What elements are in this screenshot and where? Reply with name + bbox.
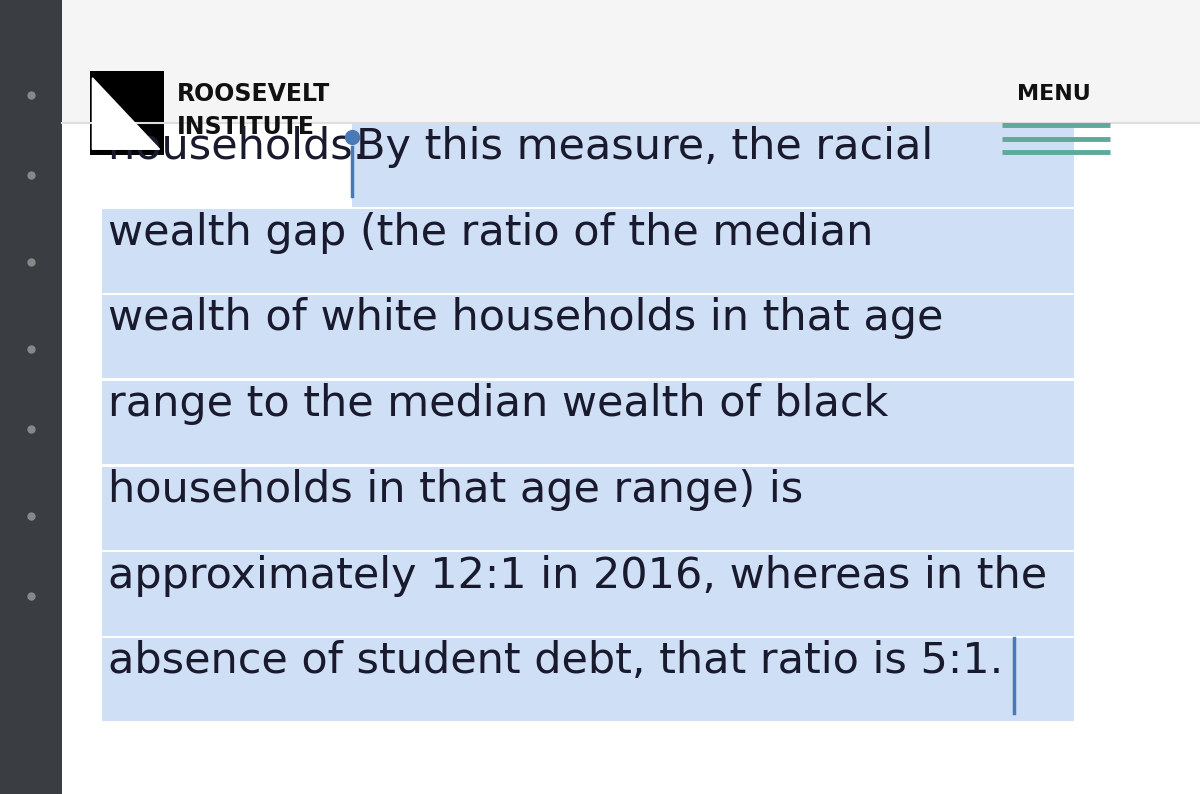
Text: households.: households.	[108, 126, 380, 168]
FancyBboxPatch shape	[102, 381, 1074, 464]
Text: range to the median wealth of black: range to the median wealth of black	[108, 384, 888, 425]
FancyBboxPatch shape	[62, 0, 1200, 123]
FancyBboxPatch shape	[102, 467, 1074, 549]
FancyBboxPatch shape	[352, 124, 1074, 206]
FancyBboxPatch shape	[102, 295, 1074, 378]
Text: approximately 12:1 in 2016, whereas in the: approximately 12:1 in 2016, whereas in t…	[108, 555, 1048, 596]
Text: By this measure, the racial: By this measure, the racial	[356, 126, 934, 168]
FancyBboxPatch shape	[102, 210, 1074, 292]
FancyBboxPatch shape	[0, 0, 62, 794]
FancyBboxPatch shape	[90, 71, 164, 155]
Text: INSTITUTE: INSTITUTE	[176, 115, 314, 139]
Text: absence of student debt, that ratio is 5:1.: absence of student debt, that ratio is 5…	[108, 641, 1003, 682]
Text: wealth of white households in that age: wealth of white households in that age	[108, 298, 943, 339]
Text: wealth gap (the ratio of the median: wealth gap (the ratio of the median	[108, 212, 874, 253]
Polygon shape	[92, 78, 160, 149]
Text: ROOSEVELT: ROOSEVELT	[176, 82, 330, 106]
Text: MENU: MENU	[1016, 83, 1091, 104]
Text: households in that age range) is: households in that age range) is	[108, 469, 803, 511]
FancyBboxPatch shape	[102, 638, 1074, 721]
FancyBboxPatch shape	[102, 553, 1074, 635]
FancyBboxPatch shape	[62, 0, 1200, 794]
